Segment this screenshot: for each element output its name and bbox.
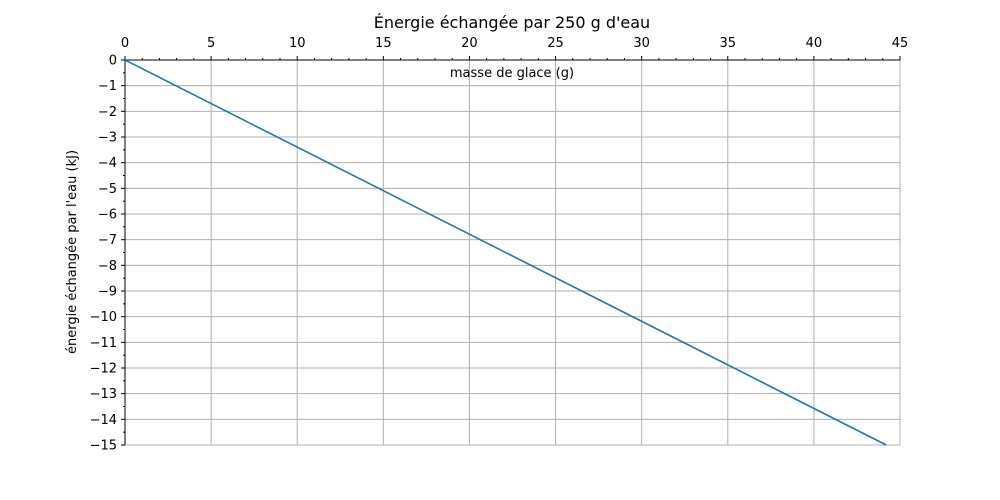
- chart-title: Énergie échangée par 250 g d'eau: [374, 13, 650, 32]
- y-tick-label: −14: [90, 413, 117, 428]
- y-axis-label: énergie échangée par l'eau (kJ): [65, 150, 80, 354]
- x-axis-label: masse de glace (g): [450, 66, 574, 81]
- x-tick-label: 35: [720, 36, 737, 51]
- y-tick-label: −7: [98, 233, 117, 248]
- axes: [124, 59, 900, 445]
- y-axis-ticks: 0 −1 −2 −3 −4 −5 −6 −7 −8 −9 −10 −11 −12 −13 −14 −15: [90, 54, 125, 454]
- y-tick-label: −15: [90, 439, 117, 454]
- y-tick-label: −10: [90, 310, 117, 325]
- x-tick-label: 25: [547, 36, 564, 51]
- y-tick-label: −13: [90, 387, 117, 402]
- y-tick-label: −11: [90, 336, 117, 351]
- y-tick-label: −2: [98, 105, 117, 120]
- x-tick-label: 10: [289, 36, 306, 51]
- y-tick-label: −5: [98, 182, 117, 197]
- series-layer: [124, 59, 887, 446]
- y-tick-label: −3: [98, 131, 117, 146]
- grid: [124, 59, 901, 446]
- x-axis-ticks: 0 5 10 15 20 25 30 35 40 45: [121, 36, 908, 60]
- y-tick-label: −1: [98, 79, 117, 94]
- y-tick-label: 0: [109, 54, 117, 69]
- y-tick-label: −9: [98, 285, 117, 300]
- y-tick-label: −8: [98, 259, 117, 274]
- x-tick-label: 20: [461, 36, 478, 51]
- series-line: [124, 59, 887, 446]
- x-tick-label: 45: [892, 36, 909, 51]
- y-tick-label: −4: [98, 156, 117, 171]
- y-tick-label: −6: [98, 208, 117, 223]
- x-tick-label: 40: [806, 36, 823, 51]
- x-tick-label: 30: [633, 36, 650, 51]
- x-tick-label: 0: [121, 36, 129, 51]
- x-tick-label: 5: [207, 36, 215, 51]
- y-tick-label: −12: [90, 362, 117, 377]
- x-tick-label: 15: [375, 36, 392, 51]
